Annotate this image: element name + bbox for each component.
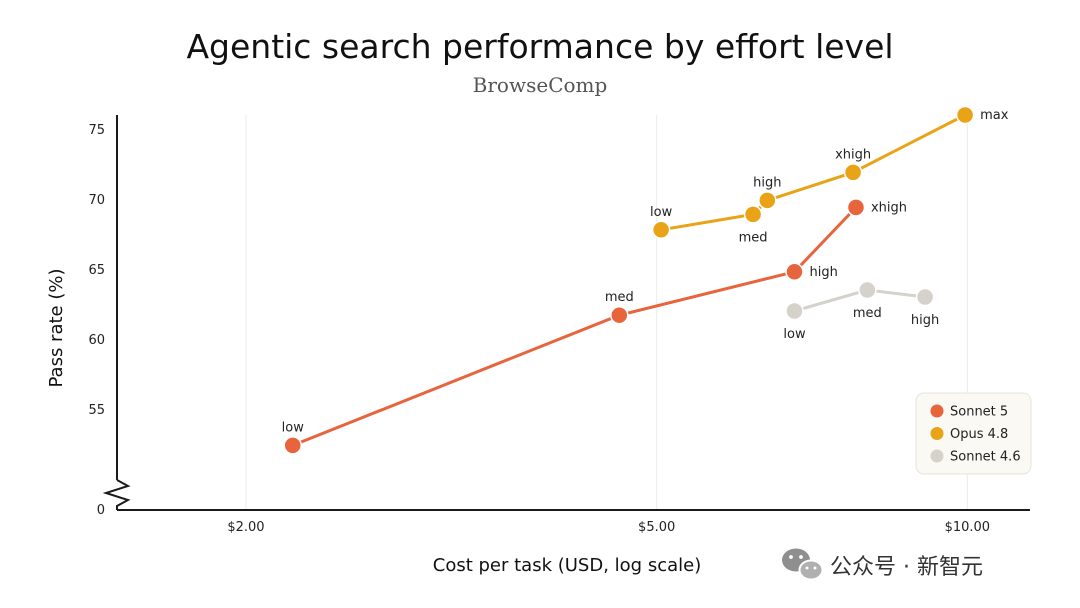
x-tick-label: $10.00 — [945, 520, 991, 535]
legend-box — [915, 392, 1032, 475]
data-label: med — [739, 230, 768, 245]
data-label: low — [282, 420, 305, 435]
chart-title: Agentic search performance by effort lev… — [186, 27, 893, 66]
watermark: 公众号 · 新智元 — [782, 548, 983, 581]
y-tick-label: 75 — [88, 123, 105, 138]
legend-label: Sonnet 4.6 — [950, 450, 1021, 465]
data-label: high — [809, 265, 837, 280]
y-axis-break — [102, 479, 131, 510]
series-line — [660, 113, 966, 232]
data-label: med — [853, 306, 882, 321]
data-point — [743, 205, 763, 224]
y-tick-labels: 55 60 65 70 75 — [88, 123, 105, 418]
legend-swatch — [930, 404, 944, 418]
data-label: xhigh — [835, 147, 871, 162]
data-point — [785, 262, 804, 282]
data-point — [610, 305, 629, 325]
y-tick-label: 60 — [88, 333, 105, 348]
legend-item: Sonnet 5 — [930, 404, 1008, 420]
data-label: xhigh — [871, 200, 907, 215]
legend: Sonnet 5 Opus 4.8 Sonnet 4.6 — [915, 392, 1032, 475]
y-axis-label: Pass rate (%) — [46, 269, 67, 388]
x-axis-label: Cost per task (USD, log scale) — [433, 555, 701, 576]
series-layer: low med high low med high xhigh low med high xhigh… — [282, 105, 1009, 455]
data-label: high — [911, 313, 939, 328]
x-tick-label: $2.00 — [227, 520, 264, 535]
legend-item: Opus 4.8 — [930, 427, 1008, 442]
y-tick-label: 55 — [88, 403, 105, 418]
data-label: med — [605, 290, 634, 305]
data-point — [843, 163, 863, 182]
series-sonnet-4-6: low med high — [783, 280, 939, 342]
legend-item: Sonnet 4.6 — [930, 449, 1021, 465]
legend-swatch — [930, 427, 944, 440]
data-label: low — [783, 327, 806, 342]
series-sonnet-5: low med high xhigh — [282, 198, 907, 455]
watermark-text: 公众号 · 新智元 — [830, 555, 983, 580]
data-point — [858, 280, 877, 300]
series-line — [292, 206, 858, 447]
x-tick-label: $5.00 — [638, 520, 675, 535]
wechat-icon — [782, 548, 824, 581]
data-point — [651, 220, 671, 240]
series-opus-4-8: low med high xhigh max — [650, 105, 1009, 245]
data-label: max — [980, 108, 1009, 123]
y-tick-label-zero: 0 — [97, 503, 105, 518]
y-tick-label: 70 — [88, 193, 105, 208]
data-point — [955, 105, 975, 125]
x-tick-labels: $2.00 $5.00 $10.00 — [227, 520, 990, 535]
legend-label: Sonnet 5 — [950, 405, 1008, 420]
legend-swatch — [930, 449, 944, 463]
chart-subtitle: BrowseComp — [473, 73, 608, 97]
data-label: high — [753, 175, 781, 190]
data-point — [785, 301, 804, 321]
data-point — [758, 191, 777, 210]
data-point — [846, 198, 866, 217]
legend-label: Opus 4.8 — [950, 427, 1008, 442]
y-tick-label: 65 — [88, 263, 105, 278]
data-label: low — [650, 205, 673, 220]
data-point — [915, 287, 935, 307]
data-point — [283, 436, 302, 455]
